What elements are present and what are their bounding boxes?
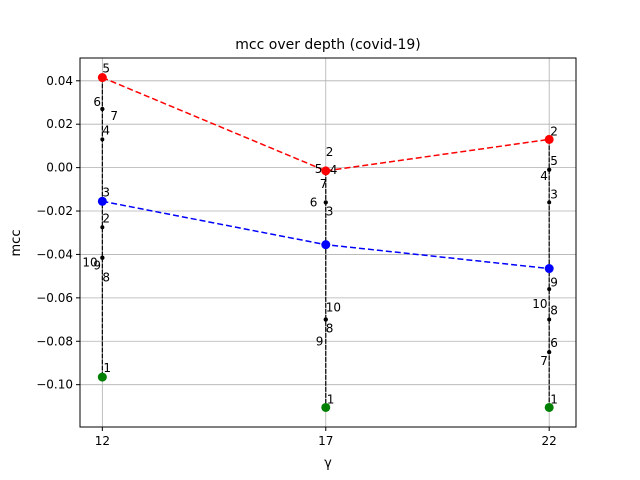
point-label: 2: [102, 211, 110, 225]
marker-max: [97, 73, 107, 83]
series-line-max: [102, 76, 550, 172]
marker-min: [544, 402, 554, 412]
x-tick-label: 12: [95, 434, 110, 448]
point-label: 7: [540, 354, 548, 368]
point-label: 2: [326, 145, 334, 159]
point-label: 7: [110, 109, 118, 123]
point-marker: [100, 225, 105, 230]
point-marker: [547, 317, 552, 322]
marker-min: [321, 402, 331, 412]
point-label: 10: [532, 297, 547, 311]
point-label: 6: [310, 195, 318, 209]
point-label: 5: [102, 62, 110, 76]
point-label: 8: [102, 271, 110, 285]
y-tick-label: −0.08: [36, 334, 73, 348]
point-marker: [547, 350, 552, 355]
x-axis-label: γ: [324, 456, 332, 471]
marker-max: [544, 134, 554, 144]
point-label: 8: [550, 304, 558, 318]
y-tick-label: 0.04: [46, 74, 73, 88]
point-label: 6: [93, 95, 101, 109]
point-label: 4: [330, 163, 338, 177]
y-tick-label: −0.04: [36, 247, 73, 261]
point-label: 9: [550, 276, 558, 290]
point-label: 1: [550, 392, 558, 406]
markers: [97, 73, 554, 412]
marker-mean: [97, 196, 107, 206]
point-label: 3: [550, 187, 558, 201]
point-marker: [547, 200, 552, 205]
axis-ticks: 12 17 22−0.10−0.08−0.06−0.04−0.020.000.020…: [36, 74, 557, 448]
y-tick-label: −0.10: [36, 378, 73, 392]
marker-mean: [544, 264, 554, 274]
point-label: 4: [102, 123, 110, 137]
point-label: 1: [103, 361, 111, 375]
point-label: 3: [102, 185, 110, 199]
point-label: 6: [550, 336, 558, 350]
point-marker: [547, 287, 552, 292]
x-tick-label: 17: [318, 434, 333, 448]
point-label: 10: [82, 256, 97, 270]
y-axis-label: mcc: [9, 230, 24, 257]
y-tick-label: 0.00: [46, 161, 73, 175]
point-label: 5: [315, 162, 323, 176]
point-marker: [323, 317, 328, 322]
point-marker: [100, 137, 105, 142]
x-tick-label: 22: [542, 434, 557, 448]
chart-title: mcc over depth (covid-19): [235, 37, 420, 53]
point-label: 1: [327, 392, 335, 406]
marker-mean: [321, 240, 331, 250]
point-label: 10: [326, 301, 341, 315]
point-label: 5: [550, 154, 558, 168]
y-tick-label: −0.02: [36, 204, 73, 218]
marker-min: [97, 372, 107, 382]
point-marker: [100, 107, 105, 112]
point-label: 8: [326, 322, 334, 336]
point-label: 3: [326, 204, 334, 218]
point-marker: [100, 255, 105, 260]
point-label: 9: [316, 335, 324, 349]
spread-lines: [101, 77, 550, 408]
y-tick-label: −0.06: [36, 291, 73, 305]
point-label: 7: [320, 177, 328, 191]
plot-frame: [79, 57, 577, 428]
point-marker: [323, 200, 328, 205]
point-label: 4: [540, 169, 548, 183]
point-marker: [547, 167, 552, 172]
point-label: 9: [93, 259, 101, 273]
point-label: 2: [550, 124, 558, 138]
y-tick-label: 0.02: [46, 117, 73, 131]
marker-max: [321, 166, 331, 176]
